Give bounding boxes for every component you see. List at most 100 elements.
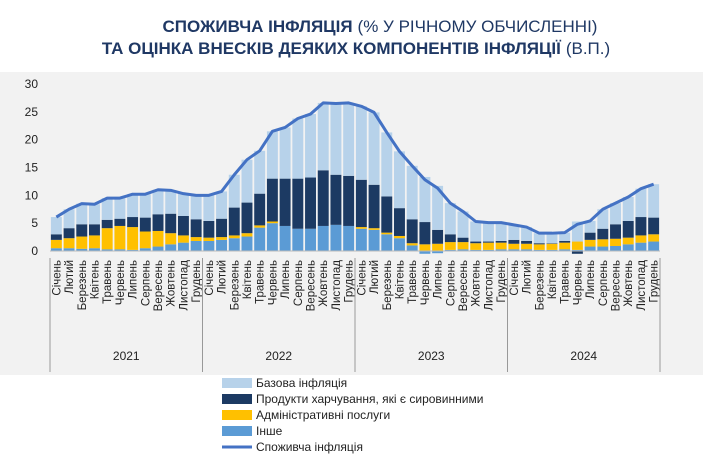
bar-segment	[432, 229, 444, 244]
bar-segment	[139, 217, 151, 232]
bar-segment	[89, 235, 100, 249]
bar-segment	[457, 242, 469, 250]
x-tick-label: Грудень	[191, 260, 203, 303]
x-tick-label: Січень	[51, 260, 63, 296]
bar-segment	[330, 224, 342, 251]
bar-segment	[482, 222, 494, 242]
x-tick-label: Лютий	[369, 260, 381, 294]
bar-segment	[76, 236, 88, 249]
x-tick-label: Квітень	[547, 260, 559, 299]
bar-segment	[622, 197, 634, 221]
chart-title: СПОЖИВЧА ІНФЛЯЦІЯ (% У РІЧНОМУ ОБЧИСЛЕННІ…	[163, 17, 598, 36]
bar-segment	[457, 249, 469, 251]
bar-segment	[279, 225, 291, 251]
bar-segment	[355, 227, 367, 229]
bar-segment	[559, 240, 571, 243]
bar-segment	[559, 249, 571, 251]
year-label: 2022	[265, 349, 292, 363]
x-tick-label: Серпень	[598, 260, 610, 306]
bar-segment	[139, 248, 151, 251]
bar-segment	[444, 234, 456, 243]
bar-segment	[266, 178, 278, 222]
bar-segment	[63, 238, 75, 249]
bar-segment	[241, 233, 253, 237]
bar-segment	[241, 202, 253, 234]
bar-segment	[495, 222, 507, 241]
bar-segment	[165, 190, 177, 214]
bar-segment	[457, 211, 469, 238]
bar-segment	[533, 244, 545, 250]
bar-segment	[216, 218, 228, 238]
title-normal: (% У РІЧНОМУ ОБЧИСЛЕННІ)	[358, 17, 598, 36]
bar-segment	[597, 246, 609, 251]
title-normal: (В.П.)	[566, 39, 610, 58]
x-tick-label: Січень	[204, 260, 216, 296]
bar-segment	[114, 225, 126, 250]
x-tick-label: Квітень	[89, 260, 101, 299]
bar-segment	[355, 228, 367, 251]
bar-segment	[533, 249, 545, 251]
bar-segment	[508, 239, 520, 244]
bar-segment	[241, 236, 253, 251]
x-tick-label: Січень	[356, 260, 368, 296]
bar-segment	[521, 249, 533, 251]
x-tick-label: Липень	[433, 260, 445, 299]
x-tick-label: Травень	[407, 260, 419, 304]
bar-segment	[508, 224, 520, 240]
y-tick-label: 0	[31, 244, 38, 258]
x-tick-label: Серпень	[293, 260, 305, 306]
legend-label: Адміністративні послуги	[256, 408, 390, 422]
x-tick-label: Липень	[585, 260, 597, 299]
x-tick-label: Листопад	[636, 260, 648, 311]
bar-segment	[432, 251, 444, 254]
bar-segment	[419, 244, 431, 251]
bar-segment	[470, 241, 482, 244]
bar-segment	[152, 230, 164, 247]
x-tick-label: Лютий	[217, 260, 229, 294]
bar-segment	[444, 249, 456, 251]
x-tick-label: Жовтень	[166, 260, 178, 307]
bar-segment	[406, 165, 418, 220]
bar-segment	[559, 232, 571, 241]
x-tick-label: Жовтень	[471, 260, 483, 307]
legend-label: Інше	[256, 424, 283, 438]
bar-segment	[495, 240, 507, 243]
x-tick-label: Лютий	[64, 260, 76, 294]
bar-segment	[177, 193, 189, 216]
title-bold: СПОЖИВЧА ІНФЛЯЦІЯ	[163, 17, 353, 36]
x-tick-label: Жовтень	[623, 260, 635, 307]
x-tick-label: Грудень	[496, 260, 508, 303]
x-tick-label: Вересень	[306, 260, 318, 311]
bar-segment	[165, 233, 177, 245]
x-tick-label: Квітень	[394, 260, 406, 299]
x-tick-label: Травень	[560, 260, 572, 304]
bar-segment	[139, 231, 151, 249]
bar-segment	[228, 238, 240, 251]
bar-segment	[127, 249, 139, 251]
bar-segment	[63, 248, 75, 251]
bar-segment	[521, 243, 533, 250]
bar-segment	[152, 214, 164, 231]
bar-segment	[177, 235, 189, 243]
x-tick-label: Березень	[534, 260, 546, 310]
bar-segment	[406, 245, 418, 251]
bar-segment	[432, 243, 444, 251]
bar-segment	[622, 220, 634, 238]
bar-segment	[355, 179, 367, 228]
bar-segment	[597, 239, 609, 247]
bar-segment	[63, 209, 75, 229]
y-tick-label: 20	[25, 133, 39, 147]
x-tick-label: Вересень	[611, 260, 623, 311]
bar-segment	[292, 118, 304, 179]
bar-segment	[571, 251, 583, 254]
bar-segment	[165, 244, 177, 251]
bar-segment	[635, 235, 647, 243]
bar-segment	[89, 224, 100, 236]
bar-segment	[406, 219, 418, 244]
legend-swatch	[222, 426, 252, 436]
bar-segment	[597, 209, 609, 229]
bar-segment	[648, 234, 660, 242]
legend-swatch	[222, 394, 252, 404]
bar-segment	[406, 243, 418, 246]
legend-label: Продукти харчування, які є сировинними	[256, 392, 483, 406]
